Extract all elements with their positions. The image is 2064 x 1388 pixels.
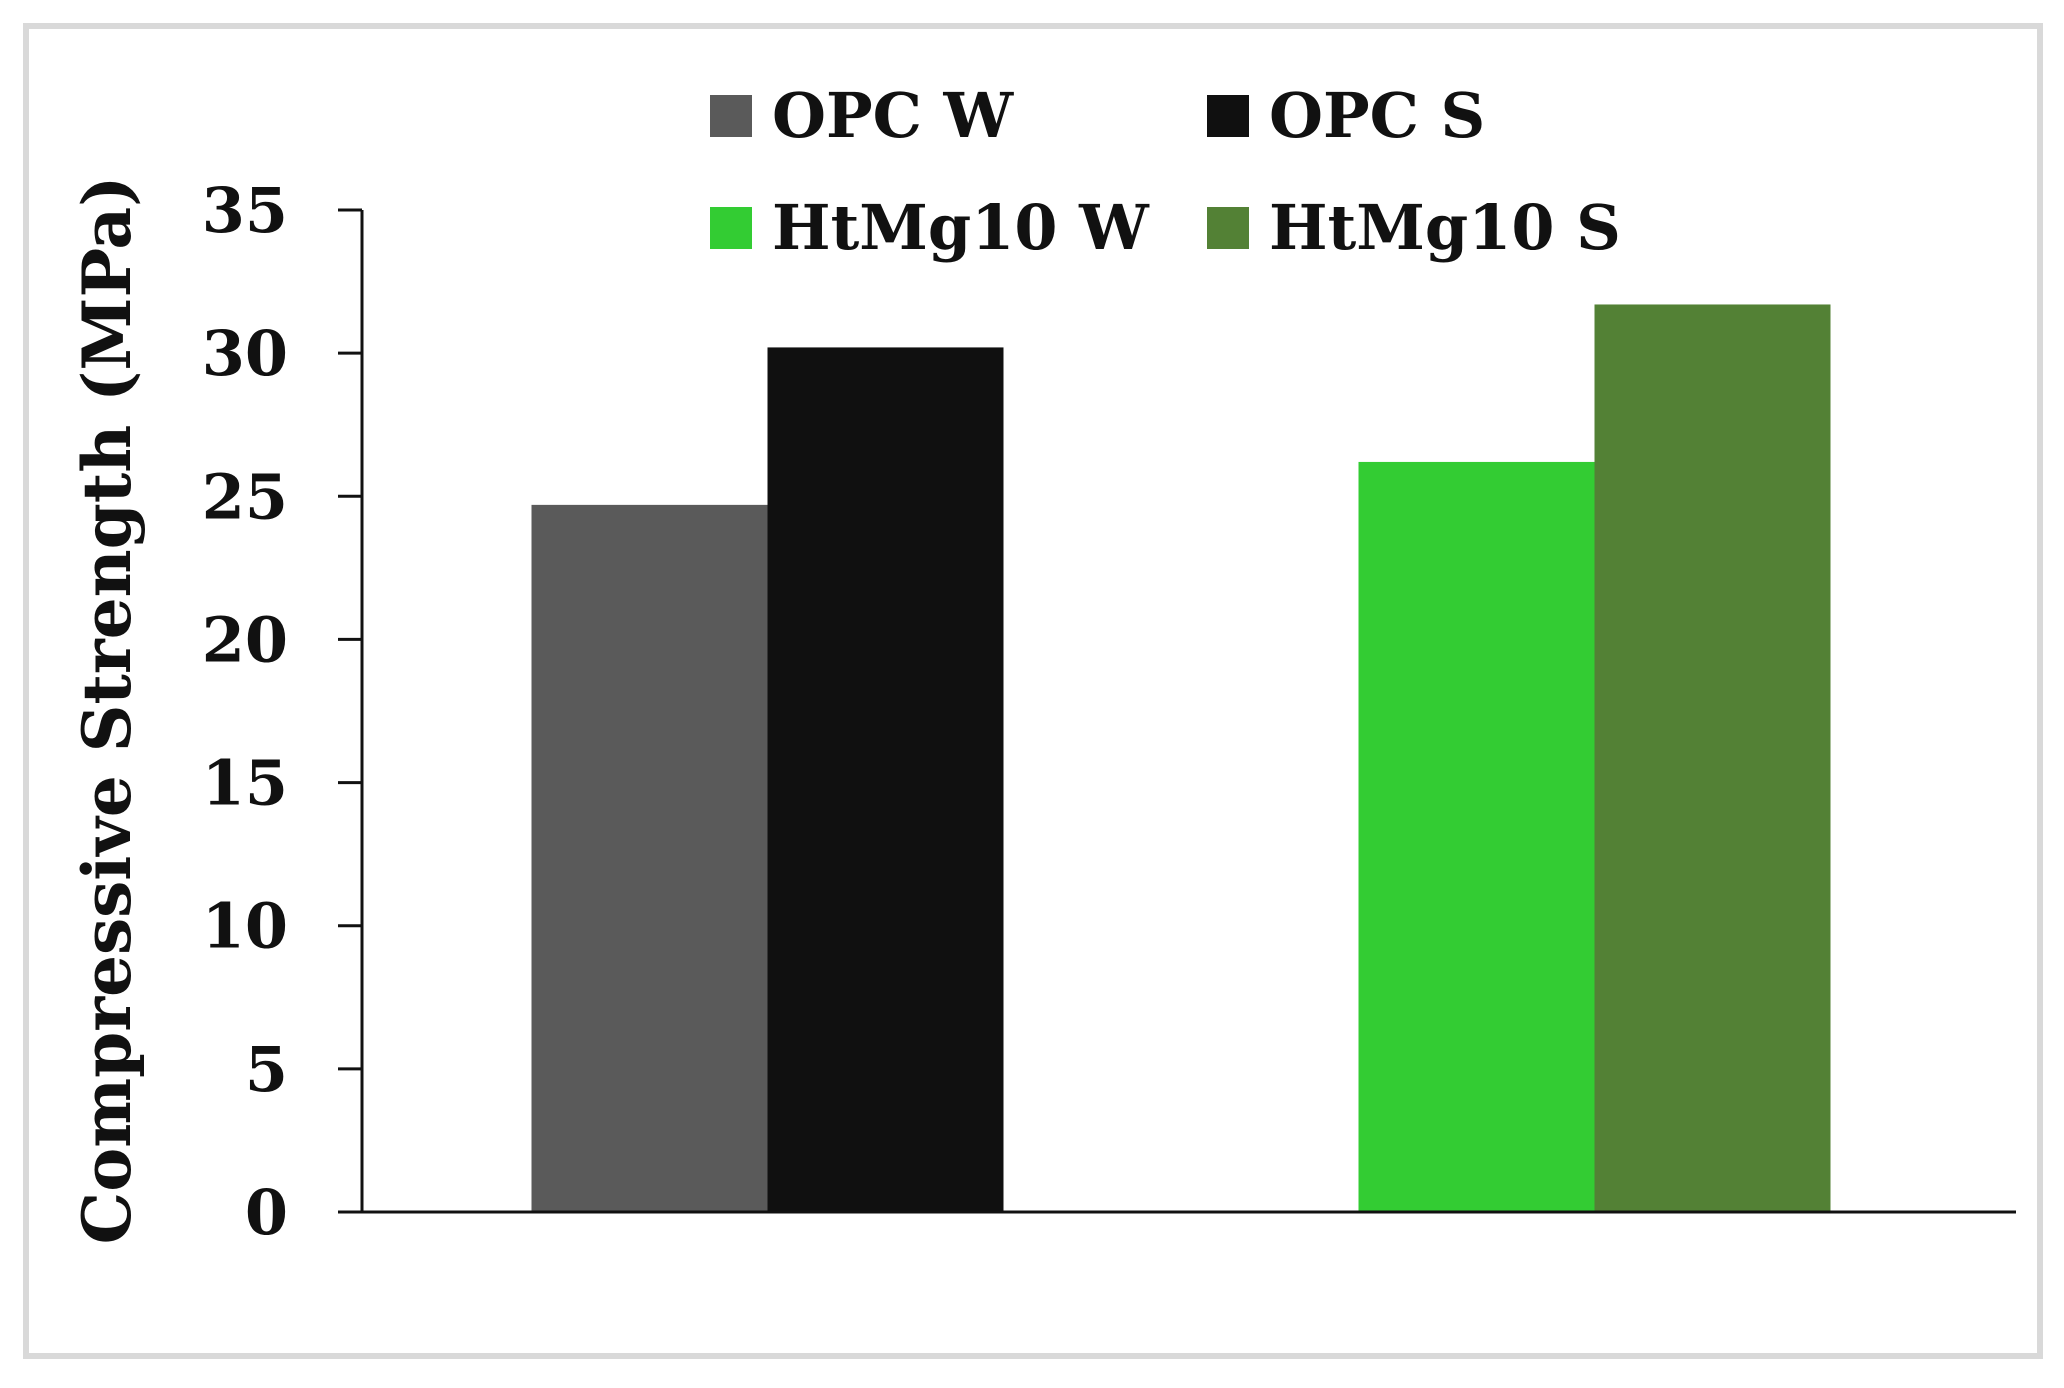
bar-htmg10-s <box>1594 304 1831 1213</box>
y-tick-label: 20 <box>202 603 288 676</box>
legend-label: OPC S <box>1269 79 1485 152</box>
y-tick-label: 0 <box>245 1176 288 1249</box>
bar-opc-w <box>531 504 768 1213</box>
y-tick-label: 30 <box>202 317 288 390</box>
y-tick-label: 10 <box>202 890 288 963</box>
y-tick-label: 5 <box>245 1033 288 1106</box>
y-axis-ticks: 0 5 10 15 20 25 30 35 <box>202 174 362 1249</box>
y-tick-label: 15 <box>202 747 288 820</box>
bar-opc-s <box>767 347 1004 1213</box>
legend-label: HtMg10 S <box>1269 191 1621 264</box>
legend-label: OPC W <box>772 79 1015 152</box>
legend-swatch <box>710 207 752 249</box>
y-axis-label: Compressive Strength (MPa) <box>68 176 146 1245</box>
y-tick-label: 35 <box>202 174 288 247</box>
legend-swatch <box>1207 207 1249 249</box>
legend-swatch <box>710 95 752 137</box>
legend: OPC W OPC S HtMg10 W HtMg10 S <box>710 79 1621 264</box>
legend-label: HtMg10 W <box>772 191 1150 264</box>
bar-series <box>531 304 1831 1213</box>
bar-htmg10-w <box>1358 461 1595 1213</box>
y-tick-label: 25 <box>202 460 288 533</box>
legend-swatch <box>1207 95 1249 137</box>
